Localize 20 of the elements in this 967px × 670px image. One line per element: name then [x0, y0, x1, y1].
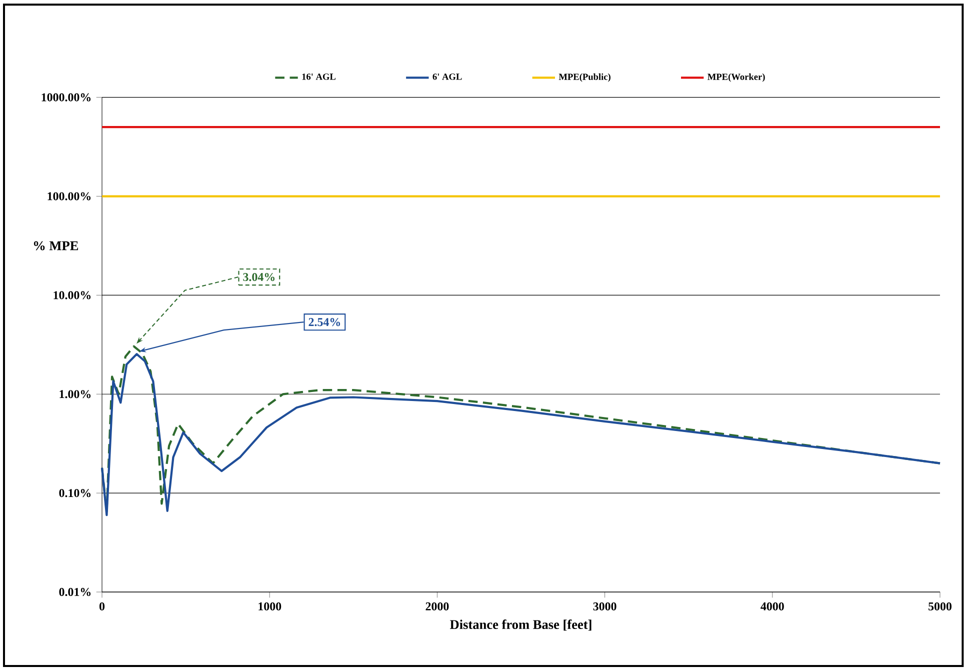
y-axis-title: % MPE [34, 241, 78, 250]
y-tick-label: 0.01% [59, 588, 91, 596]
x-tick-label: 1000 [258, 602, 282, 610]
x-tick-label: 4000 [760, 602, 784, 610]
x-tick-label: 0 [99, 602, 105, 610]
y-tick-label: 0.10% [59, 489, 91, 498]
annotation: 2.54% [308, 318, 340, 326]
x-tick-label: 5000 [928, 602, 952, 610]
y-tick-label: 1.00% [60, 390, 91, 398]
x-axis-title: Distance from Base [feet] [450, 620, 592, 631]
legend-label: 16' AGL [302, 74, 336, 80]
x-tick-label: 3000 [593, 602, 616, 610]
legend-label: MPE(Worker) [708, 73, 765, 82]
y-tick-label: 1000.00% [42, 93, 91, 102]
annotation: 3.04% [243, 272, 274, 282]
y-tick-label: 100.00% [48, 192, 91, 200]
legend-label: 6' AGL [432, 74, 462, 80]
legend-label: MPE(Public) [558, 73, 610, 82]
x-tick-label: 2000 [426, 602, 449, 610]
y-tick-label: 10.00% [54, 291, 91, 300]
